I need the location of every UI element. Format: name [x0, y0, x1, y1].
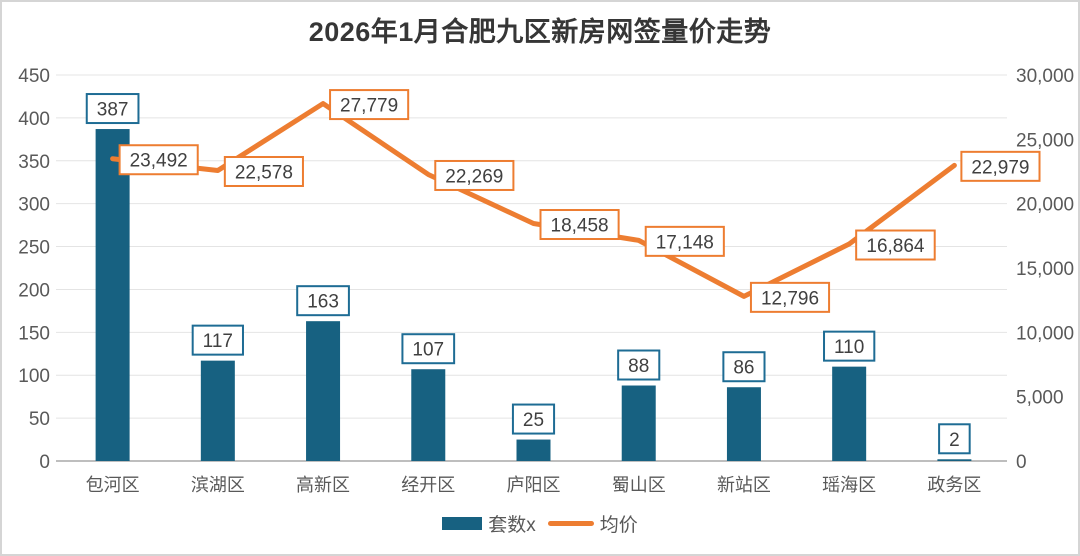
legend-label-line-series: 均价 — [599, 514, 638, 536]
bar-data-label-box — [722, 351, 766, 383]
line-data-label-text: 22,578 — [235, 162, 293, 183]
bar-data-label-text: 2 — [949, 430, 960, 451]
line-data-label-text: 17,148 — [656, 232, 714, 253]
line-data-label-text: 23,492 — [130, 151, 188, 172]
line-data-label-text: 22,269 — [445, 166, 503, 187]
bar-data-label-text: 387 — [97, 100, 129, 121]
bar-data-label-box — [938, 423, 971, 455]
right-axis-tick-label: 25,000 — [1016, 130, 1074, 151]
line-data-label-text: 18,458 — [551, 216, 609, 237]
line-data-label-box — [855, 229, 936, 261]
line-data-label-box — [539, 209, 620, 241]
line-data-label-text: 27,779 — [340, 96, 398, 117]
line-series-swatch-icon — [547, 520, 594, 526]
x-axis-category-label: 高新区 — [296, 475, 350, 495]
left-axis-tick-label: 200 — [18, 280, 50, 301]
right-axis-tick-label: 20,000 — [1016, 195, 1074, 216]
bar-data-label-text: 163 — [307, 292, 339, 313]
bar — [937, 459, 972, 461]
left-axis-tick-label: 250 — [18, 238, 50, 259]
bar-data-label-text: 107 — [412, 340, 444, 361]
bar — [411, 369, 446, 461]
line-data-label-box — [329, 89, 410, 121]
line-data-label-box — [960, 150, 1041, 182]
left-axis-tick-label: 0 — [39, 452, 50, 473]
left-axis-tick-label: 300 — [18, 195, 50, 216]
line-data-label-box — [434, 159, 515, 191]
bar-data-label-box — [617, 349, 661, 381]
left-axis-tick-label: 50 — [29, 409, 50, 430]
x-axis-category-label: 新站区 — [717, 475, 771, 495]
left-axis-tick-label: 150 — [18, 323, 50, 344]
bar-data-label-box — [401, 333, 456, 365]
line-data-label-box — [223, 155, 304, 187]
x-axis-category-label: 经开区 — [401, 475, 455, 495]
left-axis-tick-label: 400 — [18, 109, 50, 130]
bar-data-label-box — [191, 324, 244, 356]
x-axis-category-label: 政务区 — [927, 475, 981, 495]
left-axis-tick-label: 100 — [18, 366, 50, 387]
bar-data-label-box — [511, 403, 556, 435]
right-axis-tick-label: 10,000 — [1016, 323, 1074, 344]
legend-item-bar-series: 套数x — [442, 510, 536, 537]
bar — [200, 360, 235, 461]
line-data-label-text: 16,864 — [866, 236, 925, 257]
right-axis-tick-label: 15,000 — [1016, 259, 1074, 280]
chart-title: 2026年1月合肥九区新房网签量价走势 — [308, 16, 772, 47]
bar-data-label-box — [296, 285, 350, 317]
bar-series-swatch-icon — [442, 516, 483, 530]
left-axis-tick-label: 350 — [18, 152, 50, 173]
x-axis-category-label: 蜀山区 — [612, 475, 666, 495]
right-axis-tick-label: 5,000 — [1016, 388, 1064, 409]
line-data-label-text: 12,796 — [761, 288, 819, 309]
bar-data-label-text: 117 — [203, 331, 233, 352]
bar — [306, 321, 341, 461]
x-axis-category-label: 滨湖区 — [191, 475, 245, 495]
bar — [95, 129, 130, 461]
bar — [726, 387, 761, 461]
line-data-label-text: 22,979 — [971, 157, 1029, 178]
bar-data-label-text: 88 — [628, 356, 649, 377]
bar — [832, 366, 867, 461]
chart-plot-area: 0 50 100 150 200 250 300 350 400 450 0 5,000 10,000 1… — [18, 66, 1074, 495]
bar — [516, 439, 551, 461]
chart-legend: 套数x 均价 — [2, 510, 1078, 536]
bar-data-label-box — [85, 93, 140, 125]
line-data-label-box — [644, 225, 725, 257]
legend-item-line-series: 均价 — [547, 510, 638, 537]
bar-data-label-text: 86 — [733, 358, 754, 379]
bar-data-label-text: 110 — [834, 337, 864, 358]
right-axis-tick-label: 30,000 — [1016, 66, 1074, 87]
legend-label-bar-series: 套数x — [488, 514, 536, 536]
bar — [621, 385, 656, 461]
line-data-label-box — [749, 281, 831, 313]
left-axis-tick-label: 450 — [18, 66, 50, 87]
right-axis-tick-label: 0 — [1016, 452, 1027, 473]
price-line — [110, 101, 957, 299]
line-data-label-box — [118, 144, 199, 176]
bar-data-label-text: 25 — [523, 410, 544, 431]
x-axis-category-label: 包河区 — [86, 475, 140, 495]
x-axis-category-label: 瑶海区 — [822, 475, 876, 495]
x-axis-category-label: 庐阳区 — [507, 475, 561, 495]
bar-data-label-box — [823, 330, 876, 362]
